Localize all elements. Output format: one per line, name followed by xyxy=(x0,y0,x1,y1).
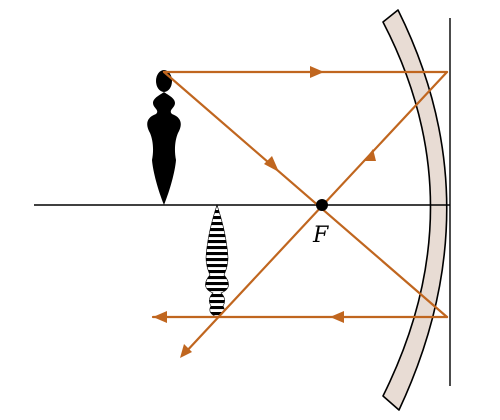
arrowhead-down-left-upper xyxy=(364,149,376,161)
light-rays xyxy=(151,70,449,356)
arrowhead-down-right xyxy=(264,156,279,172)
focal-point-dot xyxy=(316,199,328,211)
arrowhead-down-left-end xyxy=(180,344,192,358)
arrowhead-left-bottom-mid xyxy=(330,311,344,323)
ray-reflected-through-focus xyxy=(182,70,449,356)
ray-arrowheads xyxy=(153,66,376,358)
arrowhead-left-bottom-end xyxy=(153,311,167,323)
inverted-striped-image xyxy=(205,204,229,318)
ray-incident-through-focus xyxy=(162,70,449,319)
concave-mirror xyxy=(382,9,448,411)
focal-point-label: F xyxy=(312,223,329,248)
upright-vase-object xyxy=(147,70,181,205)
arrowhead-right-top xyxy=(310,66,324,78)
